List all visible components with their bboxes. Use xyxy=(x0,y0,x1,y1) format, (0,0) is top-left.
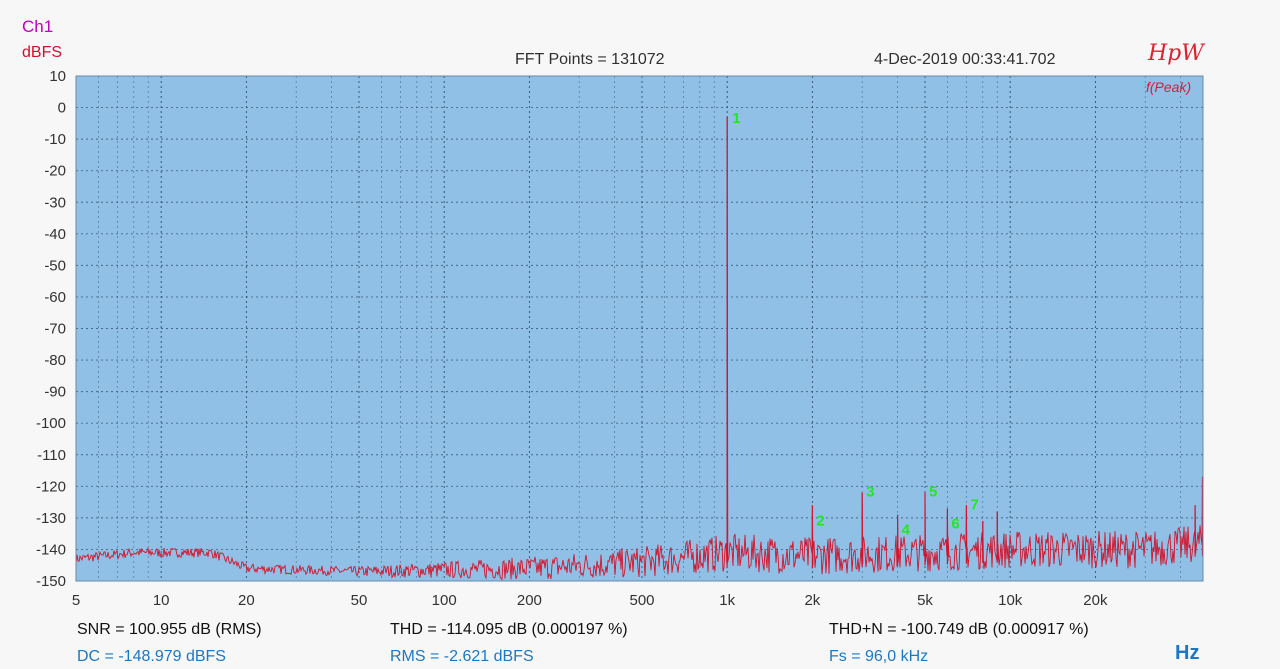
x-tick-label: 20 xyxy=(238,592,255,609)
y-tick-label: -40 xyxy=(44,226,66,243)
timestamp-label: 4-Dec-2019 00:33:41.702 xyxy=(874,51,1056,68)
y-tick-label: -100 xyxy=(36,415,66,432)
x-tick-label: 5 xyxy=(72,592,80,609)
plot-border xyxy=(75,75,1204,582)
spectrum-trace xyxy=(75,116,1204,581)
peak-mode-label: f(Peak) xyxy=(1146,79,1192,95)
y-tick-label: -10 xyxy=(44,131,66,148)
channel-label: Ch1 xyxy=(22,17,54,36)
harmonic-peak-label: 2 xyxy=(816,512,824,529)
thd-readout: THD = -114.095 dB (0.000197 %) xyxy=(390,621,628,638)
x-axis-unit-label: Hz xyxy=(1175,642,1200,664)
y-tick-label: -50 xyxy=(44,257,66,274)
x-tick-label: 100 xyxy=(432,592,457,609)
y-tick-label: 10 xyxy=(49,68,66,85)
y-tick-label: -70 xyxy=(44,321,66,338)
x-tick-label: 50 xyxy=(351,592,368,609)
plot-area xyxy=(76,76,1203,581)
harmonic-peak-label: 7 xyxy=(970,496,978,513)
x-axis-ticks: 5 10 20 50 100 200 500 1k 2k 5k 10k 20k xyxy=(72,592,1108,609)
y-tick-label: -140 xyxy=(36,541,66,558)
harmonic-peak-label: 3 xyxy=(866,484,874,501)
y-tick-label: -60 xyxy=(44,289,66,306)
y-tick-label: -110 xyxy=(37,447,66,464)
fs-readout: Fs = 96,0 kHz xyxy=(829,648,929,665)
x-tick-label: 200 xyxy=(517,592,542,609)
y-axis-unit-label: dBFS xyxy=(22,44,63,61)
y-tick-label: -80 xyxy=(44,352,66,369)
y-axis-ticks: 10 0 -10 -20 -30 -40 -50 -60 -70 -80 -90 -100 -110 -1… xyxy=(36,68,66,590)
y-tick-label: -150 xyxy=(36,573,66,590)
harmonic-peak-label: 1 xyxy=(732,110,740,127)
harmonic-peak-label: 5 xyxy=(929,484,937,501)
y-tick-label: -120 xyxy=(36,478,66,495)
dc-readout: DC = -148.979 dBFS xyxy=(77,648,226,665)
y-tick-label: -20 xyxy=(44,163,66,180)
x-tick-label: 2k xyxy=(804,592,820,609)
brand-logo: HpW xyxy=(1148,41,1204,66)
y-tick-label: -30 xyxy=(44,194,66,211)
snr-readout: SNR = 100.955 dB (RMS) xyxy=(77,621,262,638)
thdn-readout: THD+N = -100.749 dB (0.000917 %) xyxy=(829,621,1089,638)
spectrum-trace-layer xyxy=(75,116,1204,581)
x-tick-label: 10 xyxy=(153,592,170,609)
x-tick-label: 20k xyxy=(1083,592,1108,609)
x-tick-label: 5k xyxy=(917,592,933,609)
harmonic-peak-label: 4 xyxy=(902,522,911,539)
x-tick-label: 500 xyxy=(629,592,654,609)
y-tick-label: -90 xyxy=(44,384,66,401)
x-tick-label: 10k xyxy=(998,592,1023,609)
peak-labels: 1 2 3 4 567 xyxy=(732,110,979,539)
rms-readout: RMS = -2.621 dBFS xyxy=(390,648,534,665)
fft-points-label: FFT Points = 131072 xyxy=(515,51,665,68)
y-tick-label: 0 xyxy=(58,100,66,117)
y-tick-label: -130 xyxy=(36,510,66,527)
harmonic-peak-label: 6 xyxy=(951,515,959,532)
x-tick-label: 1k xyxy=(719,592,735,609)
